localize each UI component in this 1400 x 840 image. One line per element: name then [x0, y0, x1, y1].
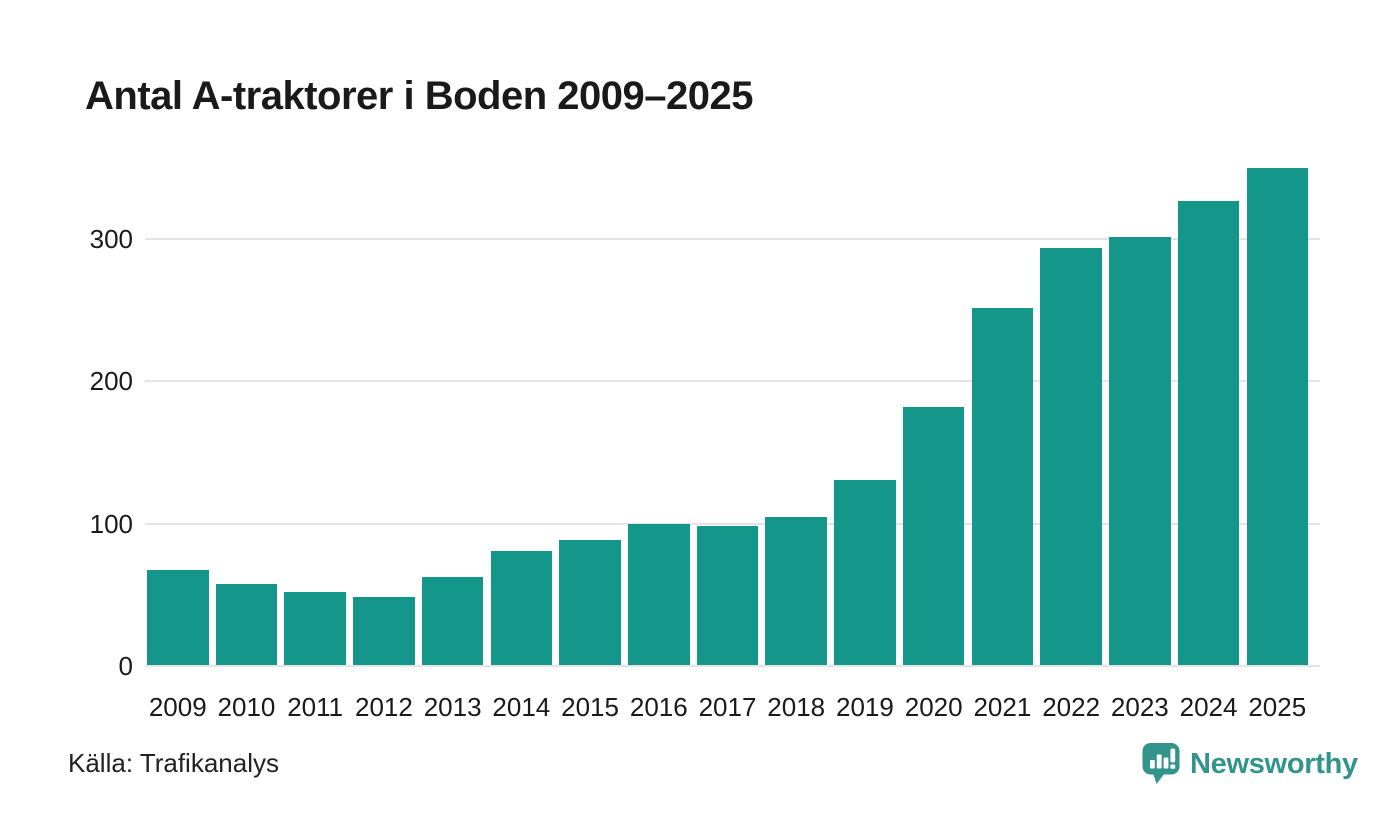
x-tick-label-2024: 2024: [1179, 692, 1238, 722]
bar-2016: [628, 524, 690, 665]
x-tick-label-2017: 2017: [698, 692, 757, 722]
x-tick-label-2015: 2015: [561, 692, 619, 722]
x-tick-label-2025: 2025: [1248, 692, 1307, 722]
source-label: Källa: Trafikanalys: [68, 748, 279, 778]
bar-2020: [902, 407, 965, 665]
x-tick-label-2010: 2010: [217, 692, 276, 722]
x-tick-label-2019: 2019: [836, 692, 894, 722]
chart-title: Antal A-traktorer i Boden 2009–2025: [85, 74, 753, 118]
x-tick-label-2012: 2012: [354, 692, 413, 722]
bar-2025: [1246, 168, 1309, 665]
gridline-300: [145, 238, 1320, 241]
bar-2018: [765, 517, 827, 665]
x-tick-label-2021: 2021: [973, 692, 1032, 722]
x-tick-label-2011: 2011: [287, 692, 344, 722]
x-tick-label-2014: 2014: [492, 692, 551, 722]
bar-2012: [353, 596, 415, 665]
y-tick-label-300: 300: [89, 224, 133, 255]
x-tick-label-2022: 2022: [1042, 692, 1101, 722]
bar-2021: [971, 307, 1034, 665]
x-tick-label-2009: 2009: [148, 692, 207, 722]
x-tick-label-2013: 2013: [423, 692, 482, 722]
gridline-200: [145, 380, 1320, 383]
newsworthy-logo: Newsworthy: [1141, 741, 1358, 787]
bar-2023: [1109, 236, 1171, 665]
x-tick-label-2020: 2020: [904, 692, 963, 722]
y-tick-label-0: 0: [118, 651, 133, 681]
y-tick-label-100: 100: [89, 508, 133, 539]
bar-2024: [1177, 201, 1240, 665]
y-tick-label-200: 200: [89, 366, 133, 397]
x-tick-label-2016: 2016: [629, 692, 688, 722]
bar-2010: [215, 583, 278, 665]
bar-2017: [696, 525, 759, 665]
bar-2013: [421, 576, 484, 665]
bar-2011: [284, 592, 346, 665]
newsworthy-logo-icon: [1141, 741, 1182, 787]
bar-2019: [834, 480, 896, 665]
bar-2014: [490, 551, 553, 665]
bar-2009: [147, 569, 209, 665]
x-tick-label-2018: 2018: [767, 692, 826, 722]
bar-2022: [1040, 248, 1102, 665]
gridline-100: [145, 522, 1320, 525]
x-tick-label-2023: 2023: [1110, 692, 1169, 722]
newsworthy-wordmark: Newsworthy: [1190, 747, 1358, 780]
bar-2015: [559, 539, 621, 665]
gridline-0: [145, 665, 1320, 667]
